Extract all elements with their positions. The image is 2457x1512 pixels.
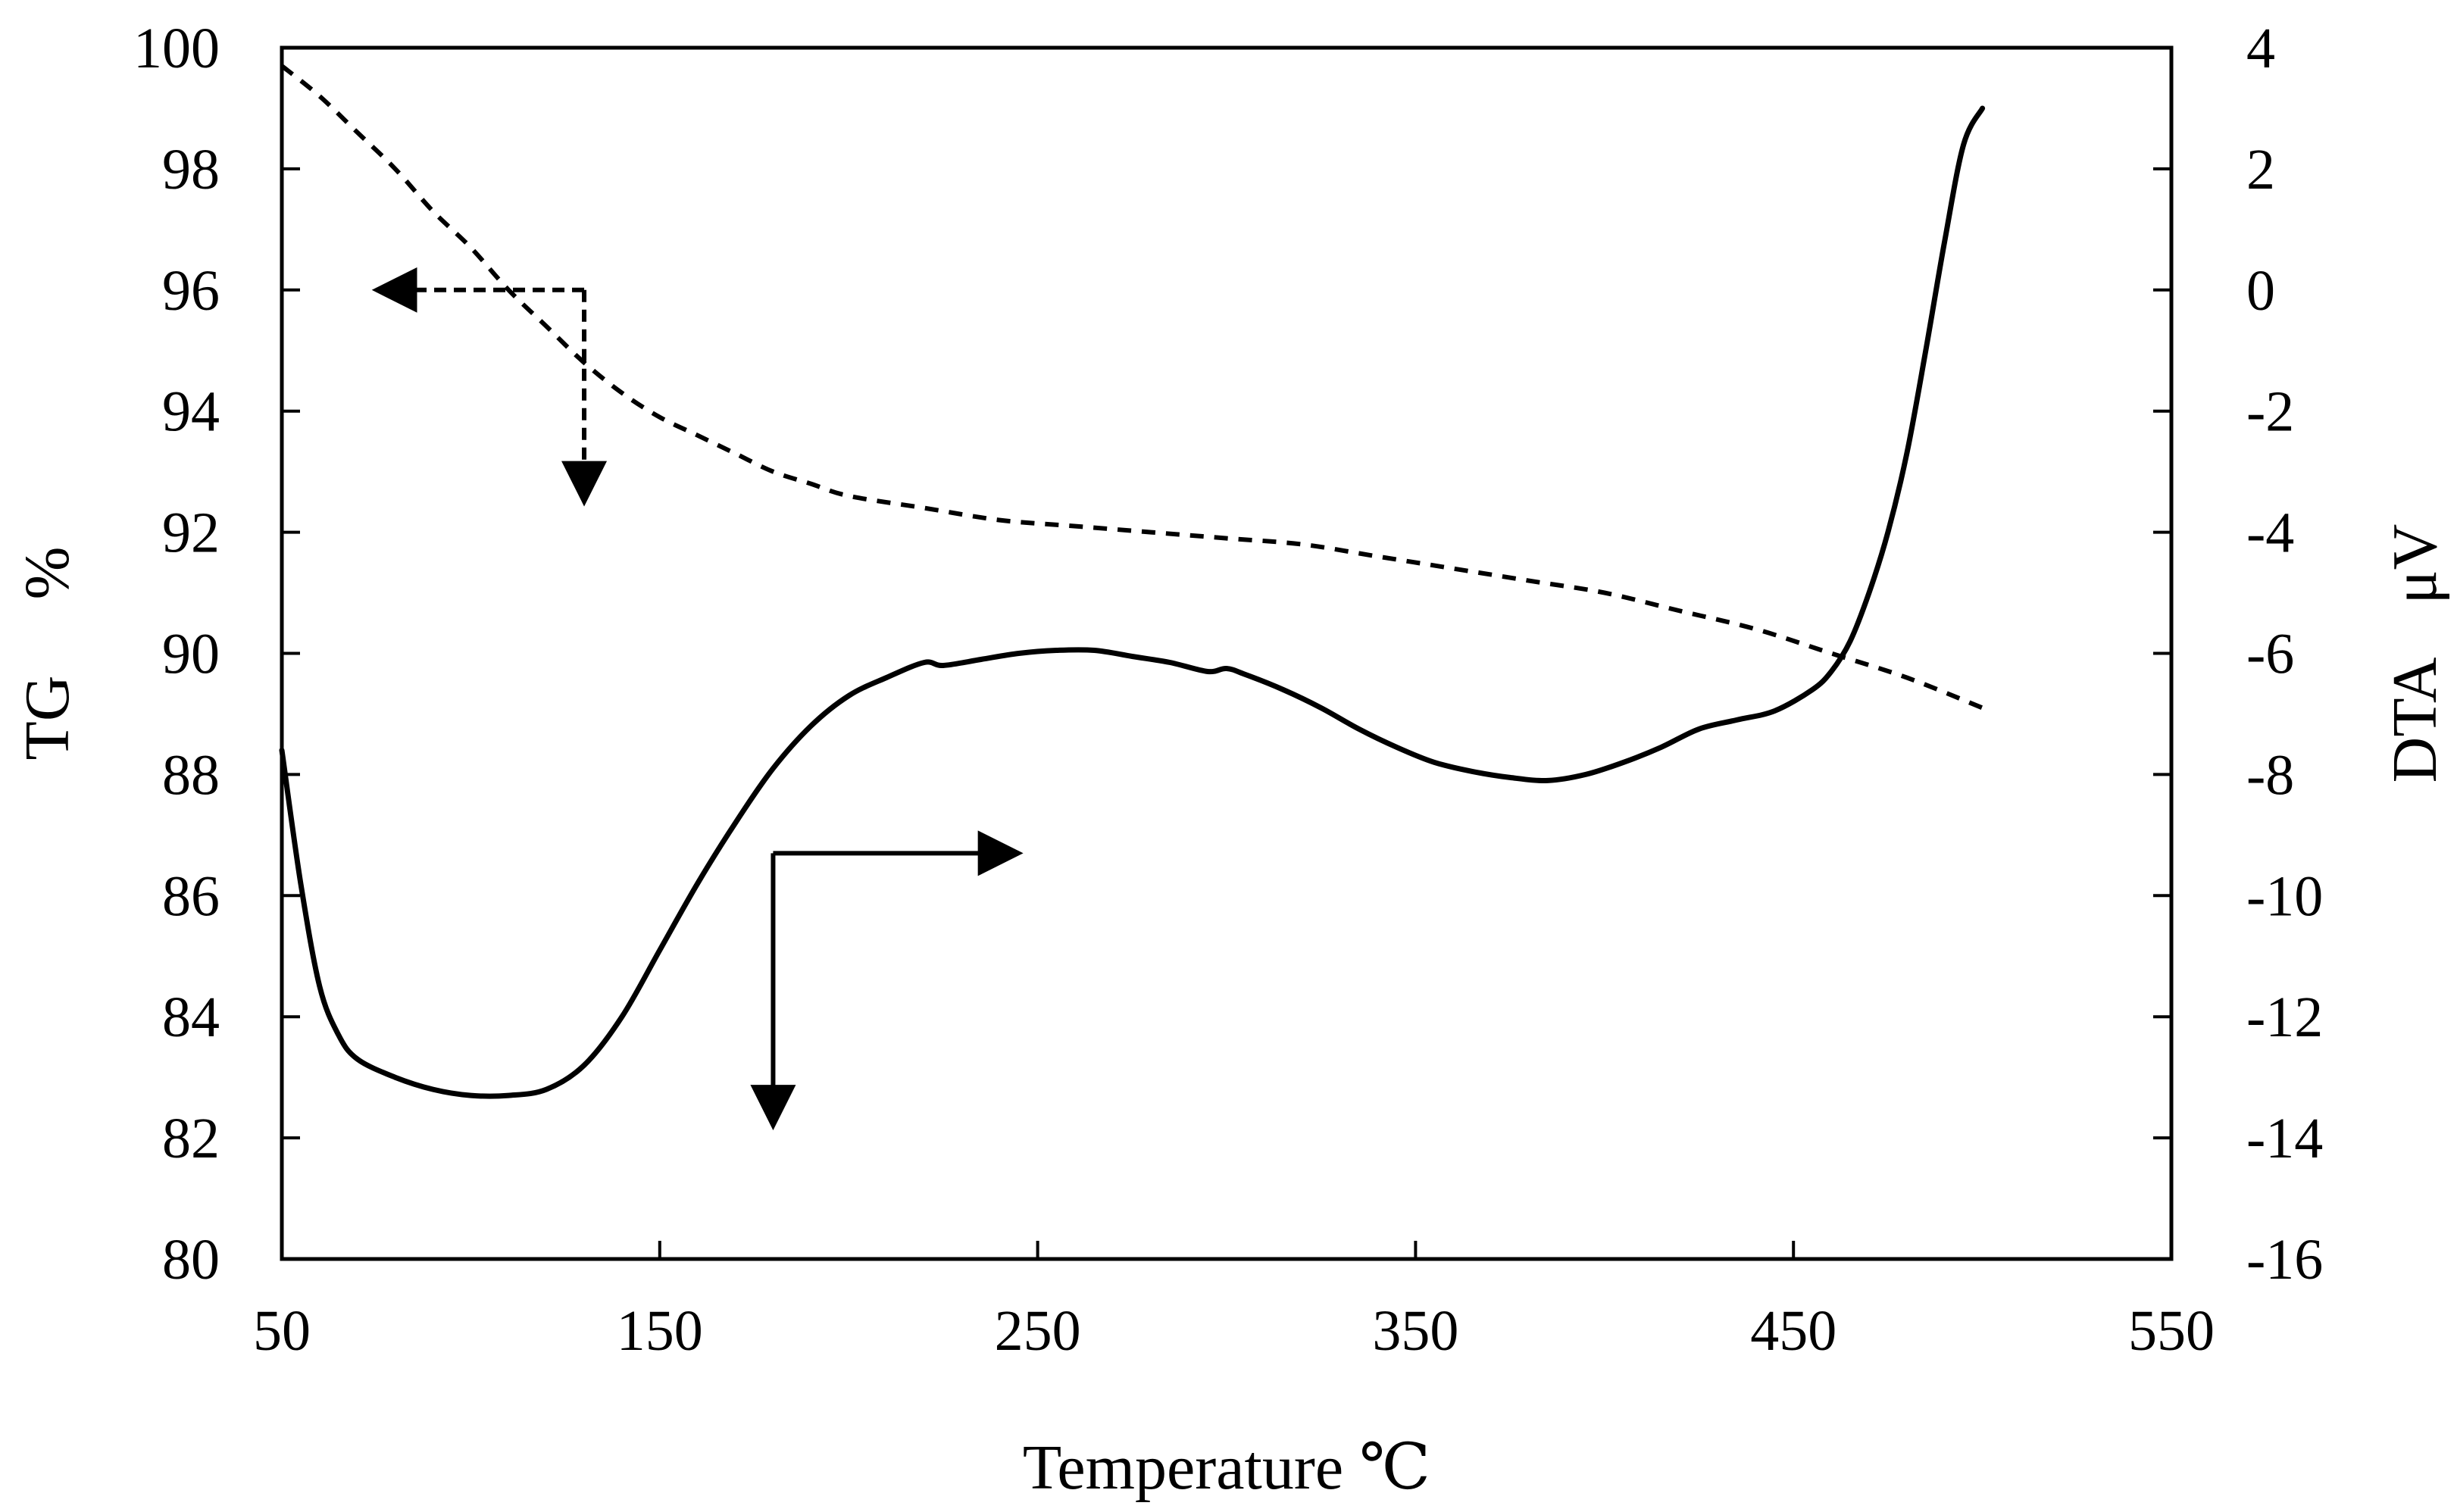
series-line-dta xyxy=(279,105,1986,1099)
labels-layer: 50 150 250 350 450 550 80 82 84 86 88 90 92 94 96 98 100… xyxy=(12,17,2450,1503)
y-left-title-part-1: % xyxy=(12,547,83,600)
x-tick-label-2: 250 xyxy=(995,1299,1081,1363)
y-left-tick-label-0: 80 xyxy=(162,1228,220,1292)
y-right-tick-label-0: -16 xyxy=(2246,1228,2323,1292)
y-right-tick-label-4: -8 xyxy=(2246,743,2294,807)
series-line-tg xyxy=(280,64,1983,711)
y-right-tick-label-9: 2 xyxy=(2246,138,2275,201)
point-tg-23 xyxy=(1453,568,1454,569)
y-left-tick-label-1: 82 xyxy=(162,1107,220,1170)
y-right-axis-title: DTA μV xyxy=(2380,524,2450,783)
y-right-tick-label-7: -2 xyxy=(2246,380,2294,444)
y-right-title-part-0: DTA xyxy=(2380,657,2450,783)
y-right-tick-label-2: -12 xyxy=(2246,986,2323,1049)
y-right-tick-label-5: -6 xyxy=(2246,623,2294,686)
y-right-tick-label-1: -14 xyxy=(2246,1107,2323,1170)
point-tg-5 xyxy=(470,247,471,248)
axes-layer xyxy=(280,46,2173,1261)
annotation-layer xyxy=(371,267,1024,1131)
y-right-tick-label-3: -10 xyxy=(2246,864,2323,928)
x-tick-label-4: 450 xyxy=(1750,1299,1836,1363)
x-tick-label-1: 150 xyxy=(617,1299,703,1363)
y-left-tick-label-10: 100 xyxy=(133,17,220,80)
y-left-tick-label-4: 88 xyxy=(162,743,220,807)
y-left-tick-label-2: 84 xyxy=(162,986,220,1049)
y-left-title-part-0: TG xyxy=(12,676,83,761)
x-tick-label-0: 50 xyxy=(253,1299,311,1363)
y-right-title-part-1: μV xyxy=(2380,524,2450,604)
series-layer xyxy=(279,64,1986,1099)
y-right-tick-label-6: -4 xyxy=(2246,501,2294,565)
x-tick-label-5: 550 xyxy=(2128,1299,2215,1363)
point-tg-22 xyxy=(1377,556,1378,557)
y-left-tick-label-6: 92 xyxy=(162,501,220,565)
y-left-tick-label-9: 98 xyxy=(162,138,220,201)
y-left-tick-label-7: 94 xyxy=(162,380,220,444)
x-tick-label-3: 350 xyxy=(1372,1299,1458,1363)
y-left-tick-label-3: 86 xyxy=(162,864,220,928)
y-left-axis-title: TG% xyxy=(12,547,83,761)
y-left-tick-label-5: 90 xyxy=(162,623,220,686)
y-right-tick-label-10: 4 xyxy=(2246,17,2275,80)
x-axis-title: Temperature ℃ xyxy=(1023,1432,1430,1503)
y-left-tick-label-8: 96 xyxy=(162,259,220,323)
point-tg-28 xyxy=(1831,653,1832,654)
point-tg-12 xyxy=(735,453,736,454)
y-right-tick-label-8: 0 xyxy=(2246,259,2275,323)
